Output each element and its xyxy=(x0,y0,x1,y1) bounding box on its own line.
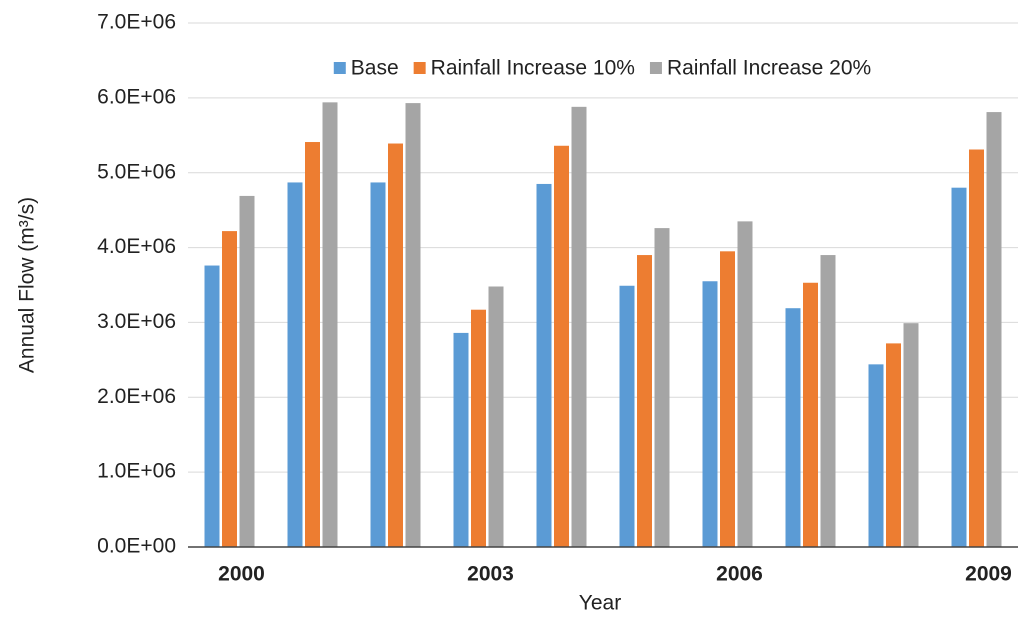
bar xyxy=(453,332,469,547)
x-axis-title: Year xyxy=(579,592,621,615)
bar xyxy=(405,103,421,548)
bar xyxy=(986,112,1002,547)
legend-swatch xyxy=(413,62,426,74)
x-tick-label: 2000 xyxy=(218,563,265,586)
x-tick-label: 2009 xyxy=(965,563,1012,586)
bar xyxy=(305,142,320,547)
bar xyxy=(204,265,220,547)
bar xyxy=(720,251,735,548)
legend-label: Base xyxy=(351,57,399,80)
x-tick-label: 2003 xyxy=(467,563,514,586)
bar xyxy=(619,285,635,547)
bar xyxy=(803,282,818,547)
bar xyxy=(322,102,338,547)
bar xyxy=(702,281,718,547)
y-tick-label: 2.0E+06 xyxy=(97,385,176,408)
bar xyxy=(222,231,237,548)
bar xyxy=(737,221,753,547)
bar xyxy=(886,343,901,547)
x-tick-label: 2006 xyxy=(716,563,763,586)
y-tick-label: 4.0E+06 xyxy=(97,235,176,258)
legend-swatch xyxy=(649,62,662,74)
bar xyxy=(370,182,386,547)
legend-label: Rainfall Increase 10% xyxy=(431,57,635,80)
bar xyxy=(820,255,836,548)
bar xyxy=(471,309,486,547)
bar xyxy=(554,145,569,547)
bar xyxy=(388,143,403,547)
y-tick-label: 1.0E+06 xyxy=(97,460,176,483)
bar xyxy=(571,106,587,547)
y-tick-label: 3.0E+06 xyxy=(97,310,176,333)
y-tick-label: 0.0E+00 xyxy=(97,535,176,558)
y-tick-label: 6.0E+06 xyxy=(97,85,176,108)
y-tick-label: 7.0E+06 xyxy=(97,11,176,34)
bar xyxy=(785,308,801,547)
legend-swatch xyxy=(333,62,346,74)
bar xyxy=(637,255,652,548)
bar xyxy=(903,323,919,547)
bar xyxy=(654,228,670,547)
bar xyxy=(951,187,967,547)
bar xyxy=(536,183,552,547)
bar xyxy=(239,195,255,548)
legend-label: Rainfall Increase 20% xyxy=(667,57,871,80)
y-tick-label: 5.0E+06 xyxy=(97,160,176,183)
bar xyxy=(488,286,504,547)
bar xyxy=(969,149,984,547)
bar xyxy=(287,182,303,547)
y-axis-title: Annual Flow (m³/s) xyxy=(16,197,39,373)
bar xyxy=(868,364,884,547)
